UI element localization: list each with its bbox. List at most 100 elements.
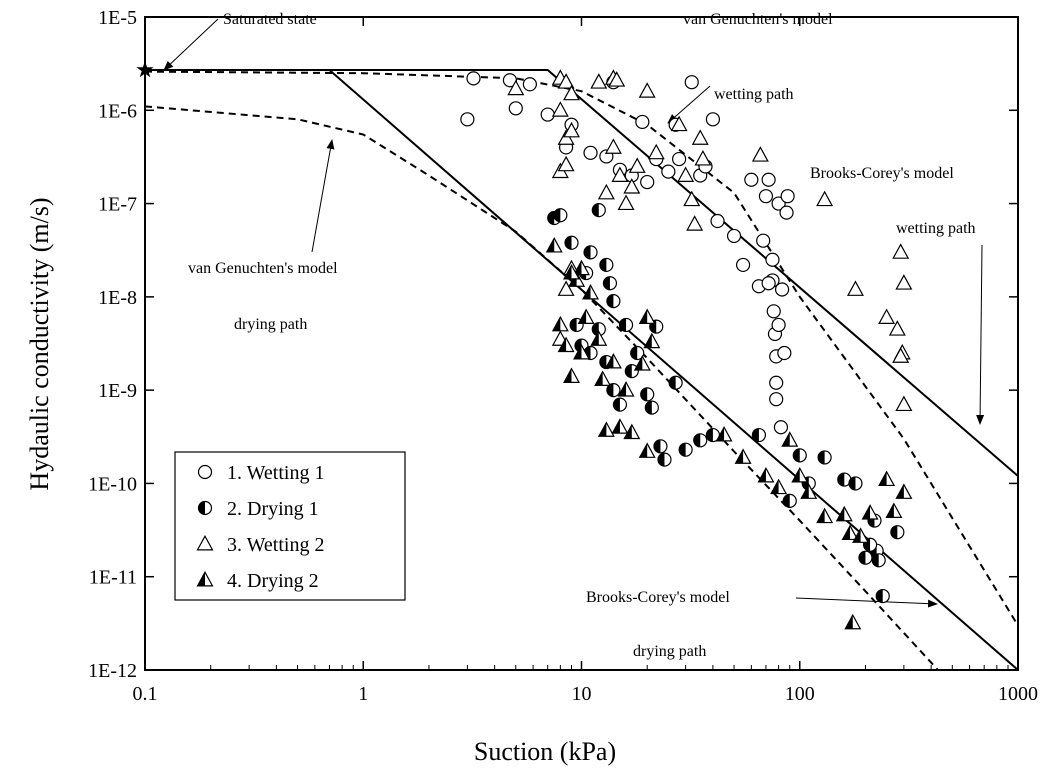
marker-fill (644, 333, 652, 348)
data-point (769, 392, 784, 407)
marker-fill (706, 428, 713, 442)
marker-fill (552, 317, 561, 331)
data-point (564, 235, 579, 250)
data-point (507, 79, 525, 96)
data-point (608, 71, 626, 87)
data-point (643, 332, 661, 349)
marker-outline (710, 213, 725, 229)
marker-outline (540, 107, 555, 122)
marker-outline (684, 75, 699, 90)
marker-fill (591, 331, 599, 346)
marker-fill (817, 508, 825, 523)
marker-outline (895, 395, 913, 412)
data-point (611, 418, 629, 434)
data-point (769, 375, 784, 390)
data-point (779, 205, 794, 220)
legend-marker (197, 464, 213, 480)
data-point (604, 138, 622, 154)
marker-fill (645, 401, 652, 415)
data-point (705, 427, 720, 443)
marker-outline (522, 77, 537, 92)
marker-fill (625, 364, 632, 378)
marker-outline (686, 215, 704, 231)
marker-fill (569, 272, 577, 287)
data-point (573, 343, 590, 360)
marker-fill (598, 422, 607, 437)
y-tick-label: 1E-6 (98, 100, 137, 122)
marker-fill (595, 371, 603, 386)
marker-fill (574, 345, 582, 359)
data-point (638, 308, 656, 325)
data-point (861, 504, 879, 520)
legend-marker (197, 500, 213, 516)
marker-outline (705, 112, 720, 127)
marker-fill (783, 494, 790, 508)
marker-outline (583, 145, 598, 160)
marker-fill (546, 238, 555, 252)
data-point (630, 345, 645, 361)
marker-fill (848, 476, 856, 490)
marker-outline (780, 189, 795, 204)
marker-fill (890, 525, 898, 539)
data-point (551, 315, 569, 332)
marker-fill (584, 245, 591, 259)
data-point (895, 395, 913, 412)
data-point (594, 370, 612, 386)
marker-fill (879, 471, 887, 486)
legend-label: 4. Drying 2 (227, 570, 319, 592)
marker-fill (771, 479, 779, 494)
marker-fill (599, 258, 607, 272)
data-point (757, 466, 775, 483)
data-point (563, 121, 581, 138)
marker-outline (756, 233, 771, 248)
marker-outline (773, 420, 789, 435)
data-point (624, 364, 639, 379)
data-point (761, 172, 776, 187)
marker-outline (508, 101, 523, 116)
data-point (892, 243, 910, 259)
data-point (751, 427, 767, 443)
data-point (684, 75, 699, 90)
marker-outline (563, 84, 581, 101)
marker-outline (779, 205, 794, 220)
data-point (846, 280, 864, 296)
data-point (734, 448, 752, 464)
arrow (311, 139, 335, 253)
data-point (885, 502, 903, 518)
marker-outline (635, 114, 650, 130)
marker-fill (752, 428, 759, 442)
data-point (557, 280, 575, 296)
marker-outline (683, 190, 701, 207)
data-point (683, 190, 701, 207)
x-tick-label: 0.1 (133, 683, 158, 705)
data-point (715, 426, 733, 442)
data-point (640, 174, 655, 190)
data-point (617, 381, 635, 397)
y-tick-label: 1E-5 (98, 7, 137, 29)
marker-fill (896, 484, 904, 499)
legend-marker (196, 570, 214, 587)
marker-fill (618, 382, 627, 396)
marker-outline (604, 138, 622, 154)
arrow (667, 85, 711, 124)
marker-fill (758, 468, 766, 482)
marker-fill (669, 376, 676, 390)
data-point (878, 308, 896, 325)
marker-fill (679, 443, 686, 457)
marker-outline (617, 194, 635, 211)
data-point (756, 233, 771, 248)
x-tick-label: 1000 (998, 683, 1038, 705)
marker-fill (198, 501, 205, 515)
data-point (563, 367, 581, 383)
marker-fill (558, 337, 567, 352)
marker-outline (777, 345, 792, 361)
data-point (508, 101, 523, 116)
x-tick-label: 10 (572, 683, 592, 705)
marker-outline (611, 166, 629, 182)
y-tick-label: 1E-9 (98, 380, 137, 402)
data-point (751, 146, 769, 162)
data-point (557, 155, 575, 172)
data-point (816, 507, 834, 524)
data-point (878, 470, 896, 487)
